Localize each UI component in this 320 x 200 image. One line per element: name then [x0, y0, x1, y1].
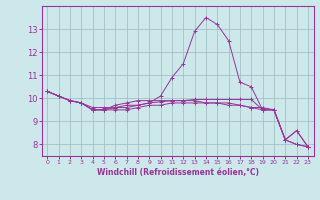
X-axis label: Windchill (Refroidissement éolien,°C): Windchill (Refroidissement éolien,°C) — [97, 168, 259, 177]
